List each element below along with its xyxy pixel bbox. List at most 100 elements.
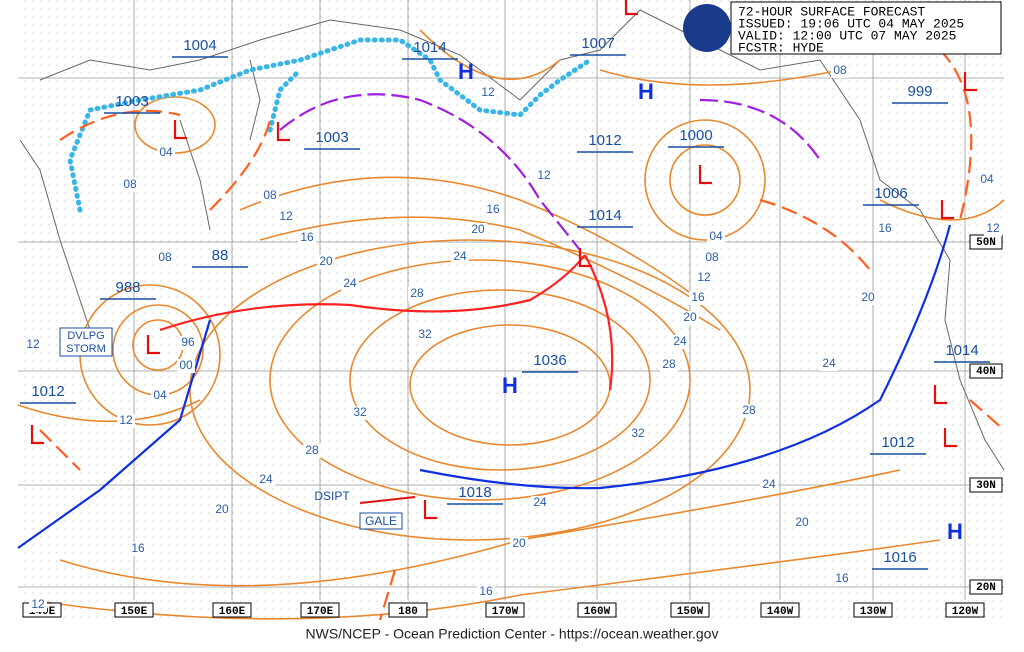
isobar-label: 20 <box>471 222 485 236</box>
isobar-label-bg <box>213 503 231 517</box>
isobar-label-bg <box>760 478 778 492</box>
isobar-label-bg <box>831 64 849 78</box>
longitude-label: 150W <box>677 606 704 618</box>
isobar-label-bg <box>833 572 851 586</box>
lon-box <box>945 602 985 618</box>
isobar-label-bg <box>793 516 811 530</box>
storm-label: STORM <box>66 343 106 355</box>
ice-edge <box>67 37 593 213</box>
map-background <box>18 0 1004 620</box>
isobar-label-bg <box>484 203 502 217</box>
footer: NWS/NCEP - Ocean Prediction Center - htt… <box>306 626 719 642</box>
header-forecaster: FCSTR: HYDE <box>738 40 824 55</box>
isobar-label: 16 <box>878 221 892 235</box>
isobar-label: 08 <box>263 188 277 202</box>
lat-box <box>969 579 1003 595</box>
lon-box <box>853 602 893 618</box>
pressure-label: 1006 <box>874 185 907 202</box>
isobar-label: 08 <box>123 177 137 191</box>
high-center: H <box>947 519 963 544</box>
isobar-label-bg <box>535 169 553 183</box>
longitude-label: 120W <box>952 606 979 618</box>
isobar-label-bg <box>341 277 359 291</box>
isobar-label-bg <box>157 146 175 160</box>
high-center: H <box>502 373 518 398</box>
low-centers <box>30 0 977 520</box>
pressure-label: 1018 <box>458 484 491 501</box>
isobar-label-bg <box>740 404 758 418</box>
coastlines <box>19 9 1005 471</box>
pressure-label: 1007 <box>581 35 614 52</box>
isobar-label-bg <box>984 222 1002 236</box>
isobar-label: 12 <box>279 209 293 223</box>
isobar-label: 12 <box>119 413 133 427</box>
isobar-label: 16 <box>131 541 145 555</box>
footer-band <box>0 620 1024 652</box>
isobar-label: 16 <box>691 290 705 304</box>
isobar-label: 24 <box>453 249 467 263</box>
noaa-logo <box>683 4 731 52</box>
isobar-label: 20 <box>319 254 333 268</box>
isobar-label: 28 <box>410 286 424 300</box>
isobar-label: 20 <box>215 502 229 516</box>
high-center: H <box>638 79 654 104</box>
header-title: 72-HOUR SURFACE FORECAST <box>738 4 925 19</box>
longitude-label: 160E <box>219 606 246 618</box>
latitude-label: 20N <box>976 582 996 594</box>
isobar-label: 28 <box>742 403 756 417</box>
isobar-label-bg <box>660 358 678 372</box>
isobar-label: 04 <box>159 145 173 159</box>
isobar-label-bg <box>29 598 47 612</box>
isobar-label-bg <box>703 251 721 265</box>
isobar-label: 20 <box>683 310 697 324</box>
longitude-label: 140W <box>767 606 794 618</box>
dissipating-arrow <box>359 496 416 504</box>
lon-box <box>114 602 154 618</box>
high-center: H <box>458 59 474 84</box>
isobar-label: 16 <box>486 202 500 216</box>
pressure-label: 988 <box>115 279 140 296</box>
isobar-label: 12 <box>986 221 1000 235</box>
isobar-label-bg <box>277 210 295 224</box>
lon-box <box>485 602 525 618</box>
isobar-label-bg <box>121 178 139 192</box>
storm-label: DVLPG <box>67 330 104 342</box>
isobar-label: 96 <box>181 335 195 349</box>
isobar-label: 24 <box>822 356 836 370</box>
isobar-label-bg <box>177 359 195 373</box>
lon-box <box>670 602 710 618</box>
isobar-label: 12 <box>537 168 551 182</box>
isobar-label-bg <box>303 444 321 458</box>
lon-box <box>300 602 340 618</box>
isobar-label-bg <box>510 537 528 551</box>
isobar-label-bg <box>689 291 707 305</box>
gale-label: GALE <box>365 514 397 528</box>
lat-box <box>969 363 1003 379</box>
isobar-label-bg <box>531 496 549 510</box>
isobar-label-bg <box>681 311 699 325</box>
isobar-label: 24 <box>762 477 776 491</box>
isobar-label: 20 <box>795 515 809 529</box>
isobar-label-bg <box>351 406 369 420</box>
isobar-label-bg <box>479 86 497 100</box>
longitude-label: 170E <box>307 606 334 618</box>
longitude-label: 160W <box>584 606 611 618</box>
isobar-label: 16 <box>479 584 493 598</box>
isobar-label-bg <box>129 542 147 556</box>
isobar-label: 20 <box>861 290 875 304</box>
isobar-label-bg <box>477 585 495 599</box>
pressure-label: 1016 <box>883 549 916 566</box>
longitude-label: 150E <box>121 606 148 618</box>
latitude-label: 40N <box>976 366 996 378</box>
storm-box <box>59 327 113 357</box>
isobar-label: 24 <box>533 495 547 509</box>
longitude-label: 130W <box>860 606 887 618</box>
isobar-label: 32 <box>418 327 432 341</box>
pressure-label: 1014 <box>588 207 621 224</box>
fronts <box>17 49 1005 621</box>
isobar-label-bg <box>876 222 894 236</box>
isobar-label: 16 <box>300 230 314 244</box>
isobar-label-bg <box>978 173 996 187</box>
isobar-label: 08 <box>705 250 719 264</box>
